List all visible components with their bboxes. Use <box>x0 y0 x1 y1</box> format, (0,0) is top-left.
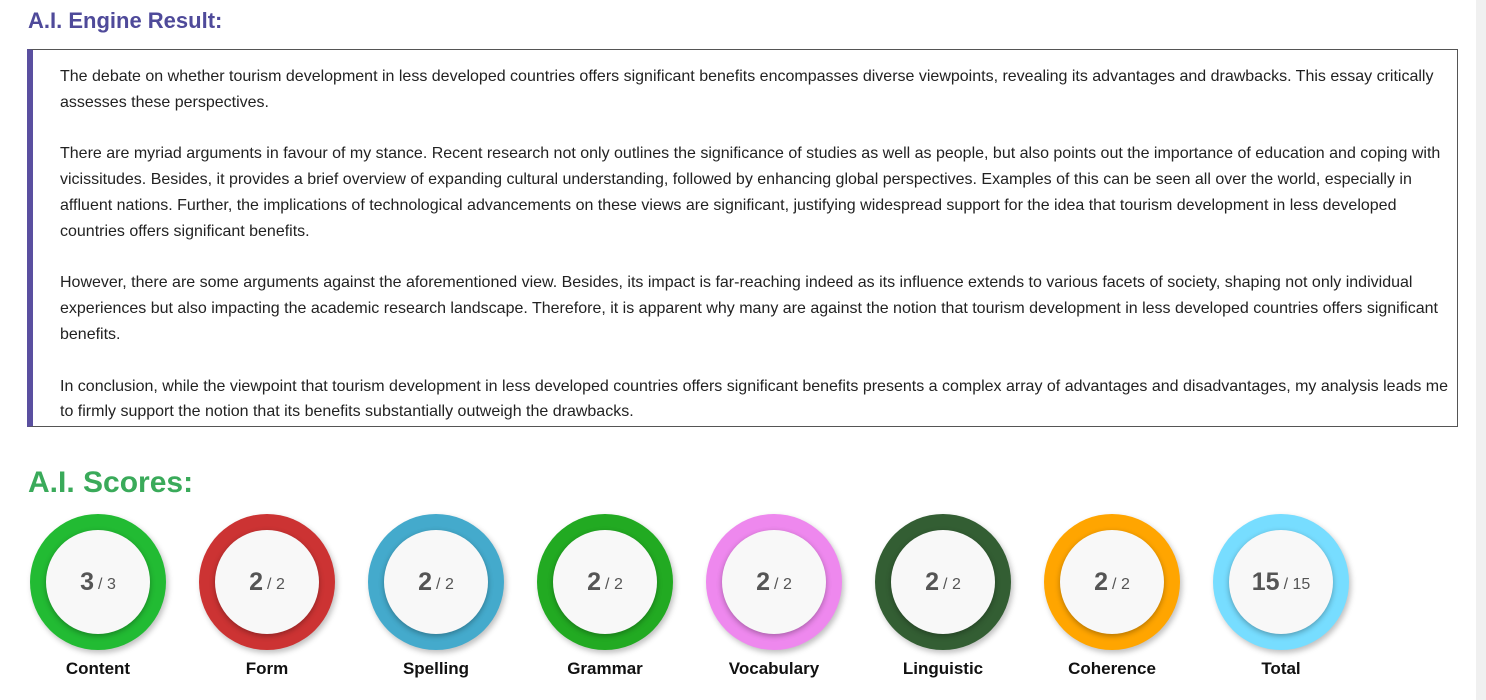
score-ring: 2/ 2 <box>706 514 842 650</box>
score-max: / 15 <box>1283 575 1311 593</box>
score-value: 2 <box>925 567 940 596</box>
score-label: Grammar <box>567 659 643 678</box>
score-max: / 2 <box>774 575 792 593</box>
score-label: Coherence <box>1068 659 1156 678</box>
score-item: 2/ 2 Linguistic <box>875 514 1044 694</box>
score-max: / 2 <box>436 575 454 593</box>
score-center: 3/ 3 <box>46 530 150 634</box>
score-ring: 3/ 3 <box>30 514 166 650</box>
score-ring: 2/ 2 <box>368 514 504 650</box>
score-item: 2/ 2 Spelling <box>368 514 537 694</box>
score-max: / 2 <box>1112 575 1130 593</box>
score-list: 3/ 3 Content 2/ 2 Form 2/ 2 Spelling 2/ 2 Gramm… <box>30 514 1382 694</box>
score-ring: 2/ 2 <box>875 514 1011 650</box>
score-ring: 2/ 2 <box>537 514 673 650</box>
score-label: Linguistic <box>902 659 984 678</box>
score-max: / 2 <box>943 575 961 593</box>
score-center: 2/ 2 <box>1060 530 1164 634</box>
score-center: 2/ 2 <box>215 530 319 634</box>
score-value: 2 <box>587 567 602 596</box>
score-max: / 3 <box>98 575 116 593</box>
score-value: 2 <box>418 567 433 596</box>
score-ring: 15/ 15 <box>1213 514 1349 650</box>
score-center: 2/ 2 <box>722 530 826 634</box>
paragraph: However, there are some arguments agains… <box>60 274 1438 343</box>
score-max: / 2 <box>605 575 623 593</box>
score-value: 2 <box>756 567 771 596</box>
score-item: 2/ 2 Form <box>199 514 368 694</box>
score-value: 2 <box>1094 567 1109 596</box>
score-item: 2/ 2 Vocabulary <box>706 514 875 694</box>
essay-box: The debate on whether tourism developmen… <box>27 49 1458 427</box>
score-ring: 2/ 2 <box>199 514 335 650</box>
score-center: 2/ 2 <box>891 530 995 634</box>
score-item: 15/ 15 Total <box>1213 514 1382 694</box>
scores-title: A.I. Scores: <box>28 466 194 499</box>
score-item: 2/ 2 Grammar <box>537 514 706 694</box>
paragraph: In conclusion, while the viewpoint that … <box>60 377 1449 421</box>
score-label: Vocabulary <box>728 659 820 678</box>
paragraph: The debate on whether tourism developmen… <box>60 68 1434 111</box>
score-item: 3/ 3 Content <box>30 514 199 694</box>
score-value: 15 <box>1251 567 1280 596</box>
score-label: Content <box>65 659 131 678</box>
score-ring: 2/ 2 <box>1044 514 1180 650</box>
score-center: 2/ 2 <box>384 530 488 634</box>
score-label: Form <box>245 659 289 678</box>
score-max: / 2 <box>267 575 285 593</box>
result-title: A.I. Engine Result: <box>28 8 223 33</box>
score-label: Spelling <box>402 659 470 678</box>
score-label: Total <box>1261 659 1301 678</box>
paragraph: There are myriad arguments in favour of … <box>60 145 1441 240</box>
score-value: 2 <box>249 567 264 596</box>
score-center: 2/ 2 <box>553 530 657 634</box>
score-item: 2/ 2 Coherence <box>1044 514 1213 694</box>
score-center: 15/ 15 <box>1229 530 1333 634</box>
score-value: 3 <box>80 567 95 596</box>
